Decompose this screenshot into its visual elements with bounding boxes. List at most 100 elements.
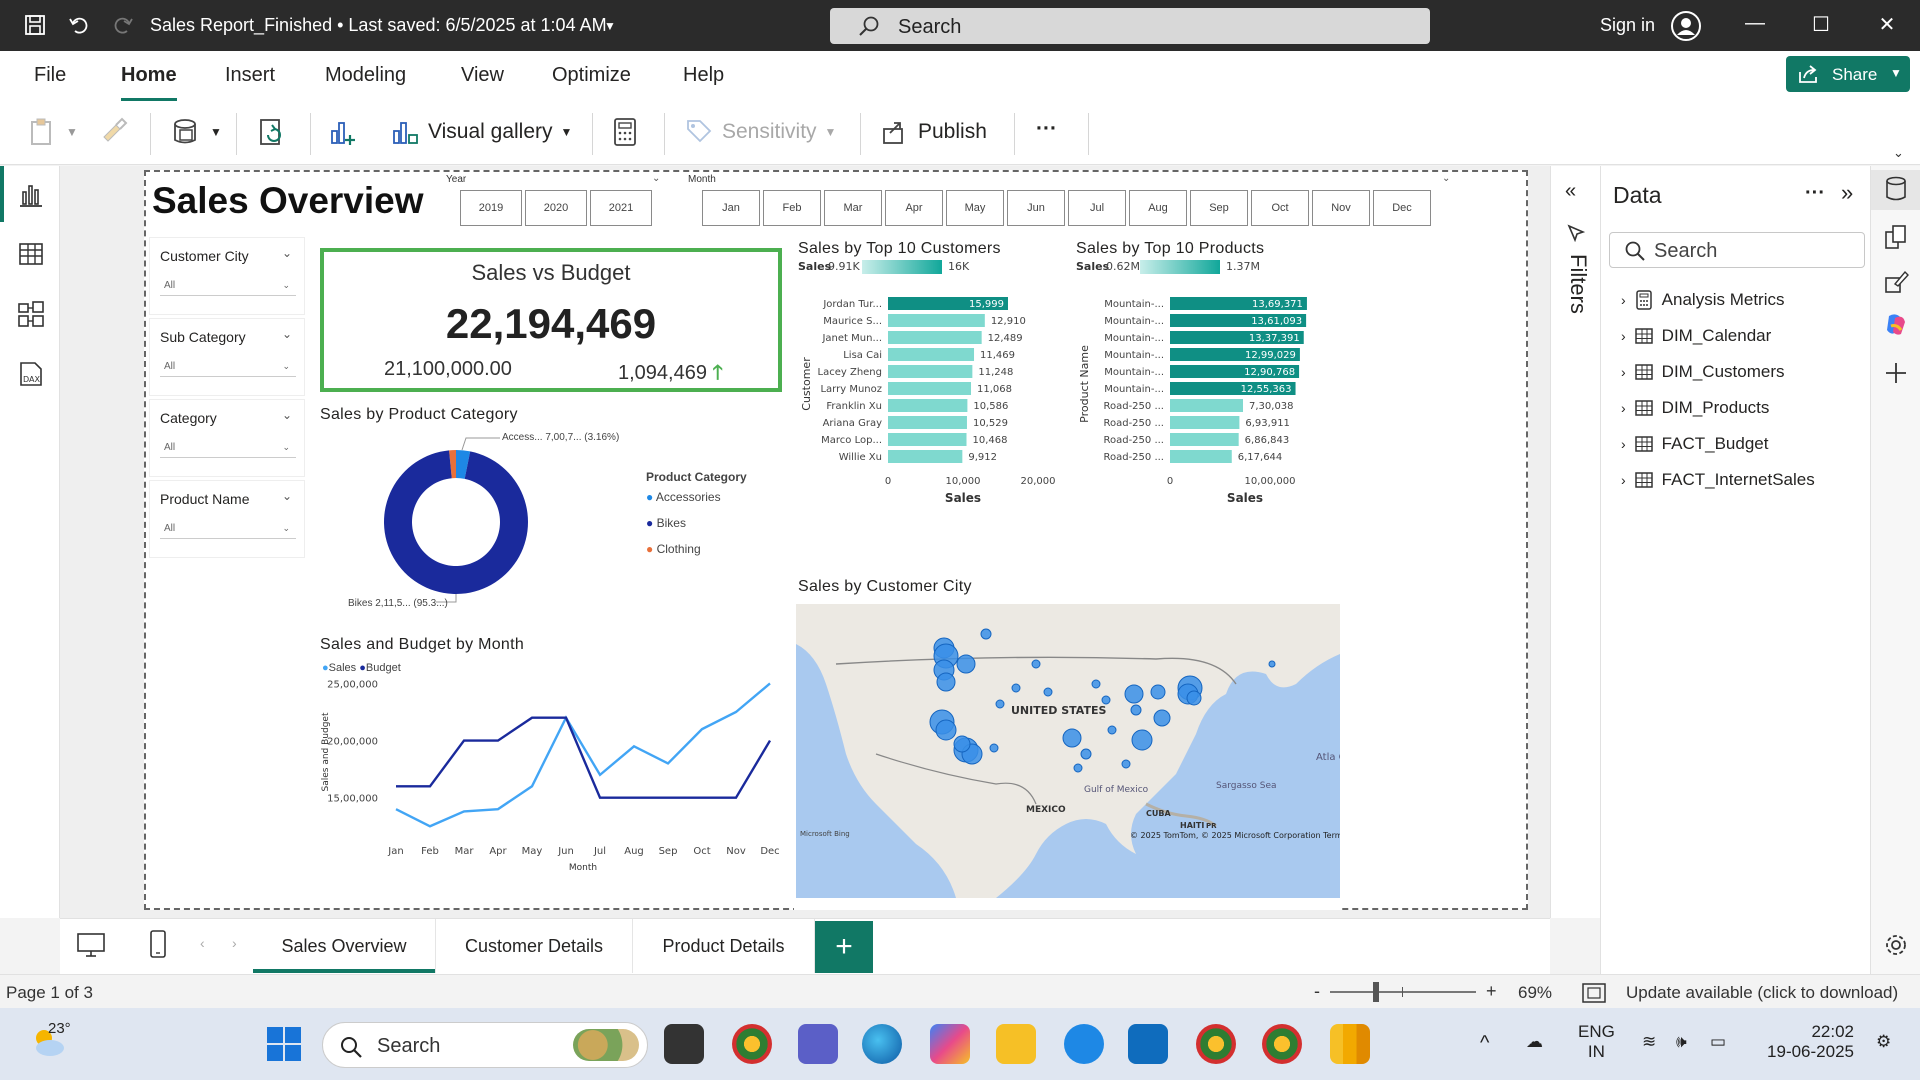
format-visual-icon[interactable] bbox=[1883, 268, 1909, 294]
avatar-icon[interactable] bbox=[1671, 11, 1701, 41]
help-icon[interactable] bbox=[1064, 1024, 1104, 1064]
tab-file[interactable]: File bbox=[34, 64, 67, 86]
search-box[interactable]: Search bbox=[830, 8, 1430, 44]
save-icon[interactable] bbox=[22, 12, 48, 38]
year-option[interactable]: 2020 bbox=[525, 190, 587, 226]
filter-dropdown[interactable]: All ⌄ bbox=[160, 274, 296, 296]
line-chart[interactable]: Sales and Budget by Month ●Sales ●Budget… bbox=[316, 632, 786, 908]
customer-city-map[interactable]: Sales by Customer City UNITED STATES MEX… bbox=[794, 574, 1342, 910]
product-name-filter[interactable]: Product Name ⌄ All ⌄ bbox=[150, 481, 304, 557]
chevrons-right-icon[interactable]: » bbox=[1841, 180, 1854, 205]
category-filter[interactable]: Category ⌄ All ⌄ bbox=[150, 400, 304, 476]
filter-dropdown[interactable]: All ⌄ bbox=[160, 355, 296, 377]
minimize-icon[interactable]: — bbox=[1745, 12, 1765, 34]
tab-insert[interactable]: Insert bbox=[225, 64, 276, 86]
year-option[interactable]: 2019 bbox=[460, 190, 522, 226]
clock[interactable]: 22:02 19-06-2025 bbox=[1767, 1022, 1854, 1061]
tab-optimize[interactable]: Optimize bbox=[552, 64, 631, 86]
data-item-dim-calendar[interactable]: › DIM_Calendar bbox=[1621, 326, 1772, 345]
add-page-button[interactable]: + bbox=[815, 921, 873, 973]
document-title[interactable]: Sales Report_Finished • Last saved: 6/5/… bbox=[150, 15, 607, 35]
map-svg[interactable]: UNITED STATES MEXICO Gulf of Mexico Sarg… bbox=[796, 604, 1340, 898]
page-tab-sales-overview[interactable]: Sales Overview bbox=[253, 919, 436, 973]
onedrive-icon[interactable]: ☁ bbox=[1526, 1032, 1543, 1051]
table-view-icon[interactable] bbox=[17, 240, 45, 268]
data-item-dim-products[interactable]: › DIM_Products bbox=[1621, 398, 1770, 417]
data-item-dim-customers[interactable]: › DIM_Customers bbox=[1621, 362, 1785, 381]
tab-home[interactable]: Home bbox=[121, 64, 177, 101]
month-option[interactable]: Feb bbox=[763, 190, 821, 226]
visual-gallery-button[interactable]: Visual gallery ▼ bbox=[390, 117, 572, 147]
fit-to-page-icon[interactable] bbox=[1582, 983, 1606, 1003]
undo-icon[interactable] bbox=[66, 12, 92, 38]
publish-button[interactable]: Publish bbox=[880, 117, 987, 147]
calculator-button[interactable] bbox=[612, 117, 638, 147]
month-option[interactable]: Apr bbox=[885, 190, 943, 226]
month-option[interactable]: Jan bbox=[702, 190, 760, 226]
paste-button[interactable]: ▼ bbox=[28, 117, 78, 147]
battery-icon[interactable]: ▭ bbox=[1710, 1032, 1727, 1051]
chevron-left-icon[interactable]: ‹ bbox=[200, 935, 205, 951]
get-data-button[interactable]: ▼ bbox=[172, 117, 222, 147]
teams-icon[interactable] bbox=[798, 1024, 838, 1064]
data-search-input[interactable]: Search bbox=[1609, 232, 1865, 268]
month-option[interactable]: Sep bbox=[1190, 190, 1248, 226]
month-option[interactable]: Aug bbox=[1129, 190, 1187, 226]
sensitivity-button[interactable]: Sensitivity ▼ bbox=[684, 117, 836, 147]
month-option[interactable]: Jul bbox=[1068, 190, 1126, 226]
file-explorer-icon[interactable] bbox=[996, 1024, 1036, 1064]
copilot-app-icon[interactable] bbox=[930, 1024, 970, 1064]
month-option[interactable]: Jun bbox=[1007, 190, 1065, 226]
tab-view[interactable]: View bbox=[461, 64, 504, 86]
zoom-slider-thumb[interactable] bbox=[1373, 982, 1379, 1002]
chrome-icon[interactable] bbox=[732, 1024, 772, 1064]
sub-category-filter[interactable]: Sub Category ⌄ All ⌄ bbox=[150, 319, 304, 395]
chevron-down-icon[interactable]: ⌄ bbox=[281, 408, 292, 422]
zoom-slider[interactable] bbox=[1330, 991, 1476, 993]
chevron-down-icon[interactable]: ⌄ bbox=[281, 327, 292, 341]
chevron-down-icon[interactable]: ⌄ bbox=[281, 489, 292, 503]
month-option[interactable]: Mar bbox=[824, 190, 882, 226]
month-option[interactable]: Nov bbox=[1312, 190, 1370, 226]
data-item-fact-budget[interactable]: › FACT_Budget bbox=[1621, 434, 1769, 453]
chevron-down-icon[interactable]: ⌄ bbox=[1442, 173, 1451, 184]
plus-icon[interactable] bbox=[1883, 360, 1909, 386]
year-option[interactable]: 2021 bbox=[590, 190, 652, 226]
volume-icon[interactable]: 🕪 bbox=[1676, 1032, 1687, 1051]
map-bubbles[interactable] bbox=[929, 628, 1276, 773]
map-attribution[interactable]: © 2025 TomTom, © 2025 Microsoft Corporat… bbox=[1130, 831, 1340, 840]
language-indicator[interactable]: ENG IN bbox=[1578, 1022, 1615, 1061]
copilot-icon[interactable] bbox=[1883, 312, 1909, 338]
start-icon[interactable] bbox=[266, 1026, 302, 1067]
zoom-level[interactable]: 69% bbox=[1518, 983, 1553, 1002]
chevron-right-icon[interactable]: › bbox=[232, 935, 237, 951]
share-button[interactable]: Share ▼ bbox=[1786, 56, 1910, 92]
chevron-down-icon[interactable]: ⌄ bbox=[281, 246, 292, 260]
kpi-card[interactable]: Sales vs Budget 22,194,469 21,100,000.00… bbox=[320, 248, 782, 392]
month-option[interactable]: May bbox=[946, 190, 1004, 226]
data-item-fact-internetsales[interactable]: › FACT_InternetSales bbox=[1621, 470, 1815, 489]
close-icon[interactable]: ✕ bbox=[1878, 14, 1896, 36]
top-products-chart[interactable]: Sales by Top 10 Products Sales 0.62M 1.37M… bbox=[1072, 236, 1342, 566]
settings-icon[interactable] bbox=[1883, 932, 1909, 958]
chrome-profile-icon[interactable] bbox=[1196, 1024, 1236, 1064]
edge-icon[interactable] bbox=[862, 1024, 902, 1064]
chevron-down-icon[interactable]: ⌄ bbox=[652, 173, 661, 184]
refresh-button[interactable] bbox=[258, 117, 286, 147]
tab-help[interactable]: Help bbox=[683, 64, 725, 86]
collapse-ribbon-icon[interactable]: ⌄ bbox=[1893, 145, 1904, 160]
redo-icon[interactable] bbox=[110, 12, 136, 38]
mobile-layout-icon[interactable] bbox=[148, 929, 168, 964]
format-pane-icon[interactable] bbox=[1883, 224, 1909, 250]
new-visual-button[interactable] bbox=[328, 117, 358, 147]
update-available-link[interactable]: Update available (click to download) bbox=[1626, 983, 1899, 1002]
chevrons-left-icon[interactable]: « bbox=[1565, 180, 1577, 202]
page-tab-product-details[interactable]: Product Details bbox=[633, 919, 815, 973]
data-item-analysis-metrics[interactable]: › Analysis Metrics bbox=[1621, 290, 1785, 310]
donut-chart[interactable]: Sales by Product Category Product Catego… bbox=[316, 402, 786, 624]
model-view-icon[interactable] bbox=[17, 300, 45, 328]
report-view-icon[interactable] bbox=[17, 180, 45, 208]
weather-icon[interactable] bbox=[28, 1022, 68, 1067]
wifi-icon[interactable]: ≋ bbox=[1642, 1032, 1657, 1051]
filter-dropdown[interactable]: All ⌄ bbox=[160, 436, 296, 458]
